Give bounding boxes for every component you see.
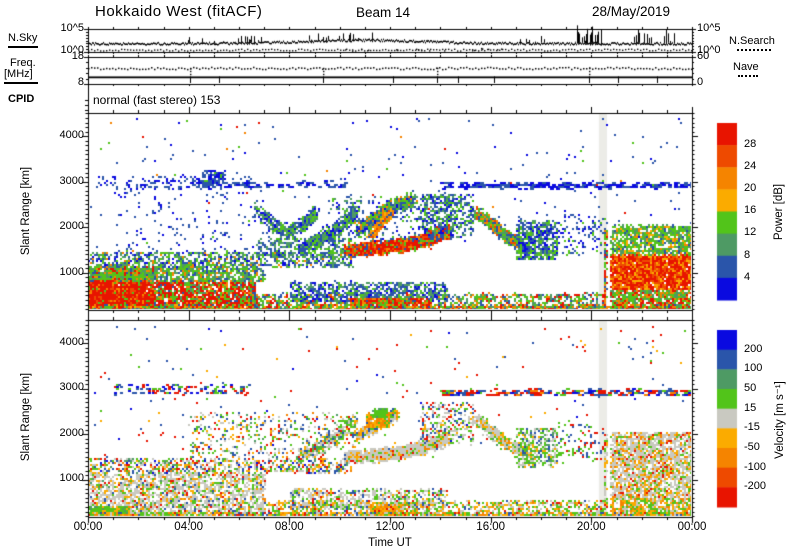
xtick-1600: 16:00 [476,521,506,533]
nsearch-label-text: N.Search [729,35,775,47]
power-ytick-1000: 1000 [59,266,84,278]
velocity-ylabel: Slant Range [km] [20,372,32,462]
freq-tick-bottom: 8 [77,76,84,88]
cb-vel-100: 100 [744,362,763,374]
cb-vel-m200: -200 [744,480,767,492]
freq-tick-top: 18 [71,50,84,62]
nsky-tick-top-right: 10^5 [697,22,721,34]
xtick-1200: 12:00 [375,521,405,533]
nave-dotted-line-icon [738,75,758,77]
xtick-0800: 08:00 [274,521,304,533]
vel-ytick-2000: 2000 [59,427,84,439]
nave-label: Nave [733,62,759,77]
nsky-tick-top-left: 10^5 [60,22,84,34]
xtick-0400: 04:00 [174,521,204,533]
xtick-0000b: 00:00 [677,521,707,533]
xtick-0000a: 00:00 [73,521,103,533]
cb-power-20: 20 [744,182,757,194]
power-ytick-2000: 2000 [59,220,84,232]
date-label: 28/May/2019 [592,4,671,19]
beam-label: Beam 14 [356,5,411,20]
cb-vel-15: 15 [744,402,757,414]
cb-vel-200: 200 [744,343,763,355]
power-ytick-4000: 4000 [59,129,84,141]
freq-solid-line-icon [4,82,38,84]
cb-vel-m50: -50 [744,441,760,453]
nave-tick-top: 60 [697,50,710,62]
nave-tick-bottom: 0 [697,76,704,88]
nave-label-text: Nave [733,61,759,73]
cb-power-24: 24 [744,160,757,172]
freq-units-text: [MHz] [4,68,33,80]
nsky-solid-line-icon [8,46,38,48]
nsky-label-text: N.Sky [8,32,38,44]
cb-power-12: 12 [744,226,757,238]
cpid-label: CPID [8,93,35,105]
xaxis-title: Time UT [368,537,412,549]
nsky-label: N.Sky [8,33,38,48]
cb-vel-50: 50 [744,382,757,394]
cb-power-28: 28 [744,138,757,150]
cb-vel-m100: -100 [744,461,767,473]
nsearch-label: N.Search [729,36,775,51]
power-ylabel: Slant Range [km] [20,166,32,256]
cpid-value: normal (fast stereo) 153 [93,93,221,107]
power-ytick-3000: 3000 [59,175,84,187]
freq-label-line2: [MHz] [4,69,38,84]
nsky-tick-bottom-left: 10^0 [60,44,84,56]
freq-label-line1: Freq. [10,57,36,69]
cb-power-8: 8 [744,249,751,261]
vel-ytick-1000: 1000 [59,472,84,484]
cb-power-4: 4 [744,271,751,283]
page-title: Hokkaido West (fitACF) [95,3,263,20]
nsky-tick-bottom-right: 10^0 [697,44,721,56]
cb-vel-m15: -15 [744,421,760,433]
xtick-2000: 20:00 [576,521,606,533]
vel-ytick-3000: 3000 [59,381,84,393]
nsearch-dotted-line-icon [737,49,771,51]
vel-ytick-4000: 4000 [59,336,84,348]
cb-power-title: Power [dB] [773,183,785,241]
cb-power-16: 16 [744,204,757,216]
cb-velocity-title: Velocity [m s⁻¹] [774,381,786,459]
